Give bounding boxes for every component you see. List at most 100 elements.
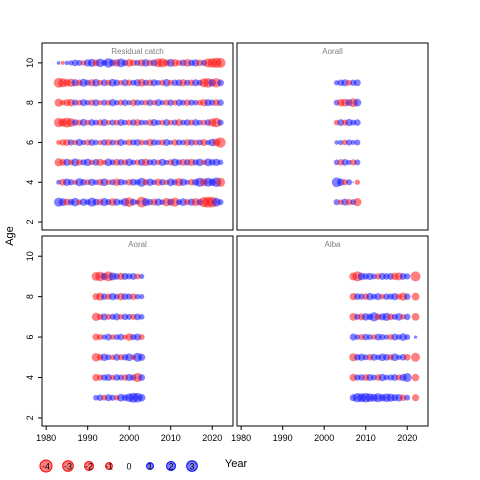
bubble bbox=[113, 198, 121, 206]
bubble bbox=[341, 179, 349, 186]
bubble bbox=[139, 293, 145, 300]
bubble bbox=[403, 293, 411, 300]
legend-bubble bbox=[166, 461, 176, 471]
y-tick-label: 6 bbox=[25, 335, 35, 340]
bubble bbox=[175, 139, 183, 146]
y-tick-label: 4 bbox=[25, 180, 35, 185]
bubble bbox=[54, 98, 63, 107]
bubble bbox=[117, 138, 125, 146]
bubble bbox=[404, 273, 411, 280]
bubble bbox=[341, 158, 349, 166]
y-axis: 2 4 6 8 10 bbox=[25, 251, 42, 420]
bubble bbox=[354, 179, 361, 185]
bubble bbox=[179, 178, 187, 186]
y-tick-label: 10 bbox=[25, 251, 35, 261]
bubble bbox=[412, 394, 420, 402]
legend-label: -3 bbox=[64, 462, 72, 472]
bubble bbox=[215, 57, 226, 68]
bubble bbox=[217, 79, 224, 87]
y-tick-label: 8 bbox=[25, 294, 35, 299]
bubble bbox=[192, 99, 199, 106]
bubble bbox=[150, 158, 158, 166]
bubble bbox=[137, 393, 146, 402]
bubble bbox=[138, 139, 145, 146]
bubble bbox=[109, 334, 116, 340]
bubble bbox=[374, 293, 382, 301]
bubble bbox=[138, 119, 145, 126]
bubble bbox=[130, 159, 137, 166]
bubble bbox=[67, 139, 75, 146]
bubble bbox=[109, 139, 116, 146]
bubble bbox=[134, 119, 141, 126]
bubble bbox=[139, 273, 145, 280]
bubble bbox=[354, 159, 361, 166]
bubble bbox=[64, 60, 70, 66]
x-tick-label: 2000 bbox=[119, 433, 139, 443]
x-tick-label: 1990 bbox=[273, 433, 293, 443]
x-axis: 1980 1990 2000 2010 2020 bbox=[231, 426, 417, 443]
bubble bbox=[188, 99, 195, 106]
bubble bbox=[217, 119, 224, 126]
bubble bbox=[163, 138, 171, 146]
bubble bbox=[138, 99, 145, 106]
bubble bbox=[96, 394, 104, 401]
bubble bbox=[79, 99, 88, 107]
bubble bbox=[217, 159, 224, 166]
bubble bbox=[158, 158, 167, 167]
panel-title: Aorall bbox=[322, 47, 343, 56]
bubble bbox=[413, 335, 418, 339]
bubble bbox=[101, 99, 108, 106]
legend-bubble bbox=[62, 460, 74, 472]
bubble bbox=[154, 198, 163, 206]
x-tick-label: 2020 bbox=[202, 433, 222, 443]
bubble bbox=[154, 99, 162, 107]
bubble bbox=[345, 139, 353, 146]
bubble bbox=[411, 352, 421, 362]
bubble bbox=[353, 198, 362, 207]
y-tick-label: 2 bbox=[25, 220, 35, 225]
bubble bbox=[192, 119, 200, 126]
panel-1: Residual catch bbox=[41, 42, 234, 231]
bubble bbox=[130, 293, 137, 300]
legend-bubble bbox=[105, 462, 113, 470]
bubble bbox=[138, 314, 145, 320]
bubble bbox=[354, 79, 361, 87]
bubble bbox=[395, 313, 403, 321]
bubble bbox=[109, 394, 116, 401]
bubble bbox=[146, 178, 154, 187]
y-tick-label: 10 bbox=[25, 58, 35, 68]
bubble bbox=[352, 181, 355, 184]
bubble bbox=[334, 140, 339, 145]
legend-label: 2 bbox=[168, 462, 173, 472]
bubble bbox=[403, 353, 411, 361]
bubble bbox=[125, 353, 134, 362]
bubble bbox=[196, 119, 203, 126]
bubble bbox=[138, 334, 145, 341]
axes-layer: 2 4 6 8 10 2 4 6 8 10 1980 1990 2000 2010 2020 1980 1990… bbox=[25, 58, 417, 443]
bubble bbox=[403, 313, 411, 321]
bubble bbox=[108, 99, 117, 107]
bubble bbox=[71, 59, 79, 67]
bubble bbox=[67, 179, 75, 186]
bubble bbox=[88, 139, 96, 146]
bubble bbox=[175, 99, 183, 107]
bubble bbox=[155, 119, 162, 126]
bubble bbox=[402, 373, 412, 382]
y-tick-label: 8 bbox=[25, 100, 35, 105]
bubble bbox=[121, 99, 129, 106]
bubble bbox=[134, 273, 141, 280]
y-axis-title: Age bbox=[4, 226, 16, 246]
panel-frame bbox=[236, 235, 429, 427]
bubble bbox=[354, 119, 361, 126]
bubble bbox=[60, 60, 65, 65]
bubble bbox=[215, 137, 226, 148]
bubble bbox=[75, 138, 84, 147]
bubble bbox=[146, 99, 154, 106]
bubble bbox=[150, 119, 158, 127]
bubble bbox=[391, 333, 399, 341]
bubble bbox=[150, 79, 158, 87]
bubble bbox=[125, 79, 133, 87]
bubble bbox=[411, 373, 420, 382]
bubble bbox=[159, 178, 166, 186]
